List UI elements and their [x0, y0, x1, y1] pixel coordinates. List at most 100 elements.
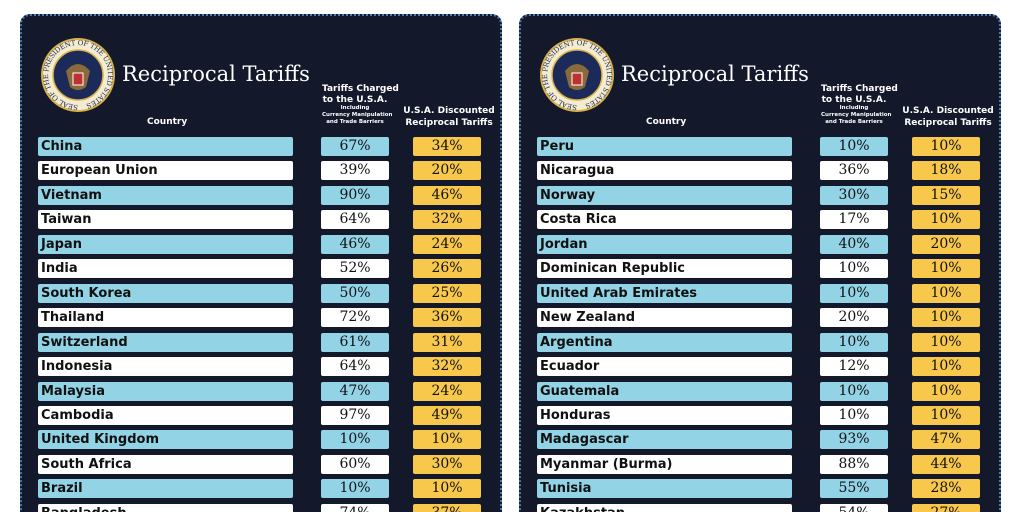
country-cell: Peru [537, 137, 792, 156]
country-cell: Myanmar (Burma) [537, 454, 792, 474]
charged-note: Currency Manipulation [322, 112, 393, 118]
charged-header: Tariffs Charged [322, 84, 399, 94]
discounted-cell: 26% [413, 259, 481, 279]
charged-cell: 20% [820, 308, 888, 328]
charged-cell: 72% [321, 308, 389, 328]
charged-cell: 88% [820, 454, 888, 474]
discounted-cell: 49% [413, 405, 481, 425]
charged-cell: 17% [820, 210, 888, 230]
country-cell: Switzerland [38, 332, 293, 352]
title: Reciprocal Tariffs [122, 62, 310, 86]
charged-cell: 97% [321, 405, 389, 425]
discounted-cell: 46% [413, 185, 481, 205]
charged-header: to the U.S.A. [821, 95, 887, 105]
discounted-header: U.S.A. Discounted [902, 106, 994, 116]
discounted-cell: 10% [912, 405, 980, 425]
charged-cell: 46% [321, 234, 389, 254]
country-cell: Cambodia [38, 405, 293, 425]
discounted-cell: 28% [912, 479, 980, 499]
charged-note: Including [839, 105, 869, 111]
charged-cell: 52% [321, 259, 389, 279]
country-cell: Malaysia [38, 381, 293, 401]
country-cell: Guatemala [537, 381, 792, 401]
country-cell: Ecuador [537, 357, 792, 377]
discounted-cell: 27% [912, 503, 980, 512]
discounted-cell: 31% [413, 332, 481, 352]
charged-cell: 10% [820, 332, 888, 352]
country-cell: United Arab Emirates [537, 283, 792, 303]
charged-cell: 10% [321, 479, 389, 499]
country-cell: Honduras [537, 405, 792, 425]
discounted-cell: 10% [912, 381, 980, 401]
charged-cell: 10% [820, 405, 888, 425]
charged-cell: 61% [321, 332, 389, 352]
seal: SEAL OF THE PRESIDENT OF THE UNITED STAT… [540, 38, 614, 112]
discounted-cell: 10% [413, 430, 481, 450]
discounted-cell: 10% [912, 308, 980, 328]
discounted-cell: 24% [413, 234, 481, 254]
panel: SEAL OF THE PRESIDENT OF THE UNITED STAT… [20, 14, 502, 512]
charged-cell: 10% [321, 430, 389, 450]
discounted-cell: 10% [912, 332, 980, 352]
charged-cell: 10% [820, 259, 888, 279]
charged-cell: 10% [820, 283, 888, 303]
country-cell: Vietnam [38, 185, 293, 205]
charged-cell: 60% [321, 454, 389, 474]
country-cell: Japan [38, 234, 293, 254]
discounted-cell: 32% [413, 210, 481, 230]
country-cell: China [38, 137, 293, 156]
country-cell: Tunisia [537, 479, 792, 499]
discounted-cell: 10% [912, 137, 980, 156]
country-cell: Thailand [38, 308, 293, 328]
charged-note: and Trade Barriers [825, 119, 883, 125]
charged-cell: 74% [321, 503, 389, 512]
country-cell: New Zealand [537, 308, 792, 328]
charged-header: to the U.S.A. [322, 95, 388, 105]
discounted-cell: 10% [912, 283, 980, 303]
discounted-cell: 18% [912, 161, 980, 181]
title: Reciprocal Tariffs [621, 62, 809, 86]
country-cell: Costa Rica [537, 210, 792, 230]
charged-cell: 36% [820, 161, 888, 181]
charged-cell: 10% [820, 381, 888, 401]
charged-cell: 64% [321, 210, 389, 230]
charged-cell: 93% [820, 430, 888, 450]
discounted-cell: 32% [413, 357, 481, 377]
discounted-cell: 30% [413, 454, 481, 474]
country-cell: Taiwan [38, 210, 293, 230]
discounted-cell: 20% [413, 161, 481, 181]
discounted-cell: 15% [912, 185, 980, 205]
panel: SEAL OF THE PRESIDENT OF THE UNITED STAT… [519, 14, 1001, 512]
discounted-header: Reciprocal Tariffs [904, 118, 992, 128]
country-cell: United Kingdom [38, 430, 293, 450]
discounted-cell: 37% [413, 503, 481, 512]
charged-cell: 10% [820, 137, 888, 156]
charged-cell: 64% [321, 357, 389, 377]
country-cell: South Korea [38, 283, 293, 303]
discounted-header: Reciprocal Tariffs [405, 118, 493, 128]
discounted-cell: 34% [413, 137, 481, 156]
discounted-cell: 20% [912, 234, 980, 254]
country-cell: Indonesia [38, 357, 293, 377]
charged-header: Tariffs Charged [821, 84, 898, 94]
country-cell: European Union [38, 161, 293, 181]
country-cell: Jordan [537, 234, 792, 254]
charged-cell: 39% [321, 161, 389, 181]
charged-cell: 30% [820, 185, 888, 205]
discounted-cell: 10% [912, 259, 980, 279]
discounted-cell: 25% [413, 283, 481, 303]
charged-cell: 67% [321, 137, 389, 156]
discounted-cell: 44% [912, 454, 980, 474]
discounted-cell: 47% [912, 430, 980, 450]
country-cell: Argentina [537, 332, 792, 352]
discounted-cell: 10% [912, 357, 980, 377]
discounted-header: U.S.A. Discounted [403, 106, 495, 116]
charged-note: and Trade Barriers [326, 119, 384, 125]
discounted-cell: 24% [413, 381, 481, 401]
charged-note: Including [340, 105, 370, 111]
country-cell: Madagascar [537, 430, 792, 450]
country-header: Country [646, 117, 687, 127]
country-cell: Bangladesh [38, 503, 293, 512]
charged-cell: 40% [820, 234, 888, 254]
